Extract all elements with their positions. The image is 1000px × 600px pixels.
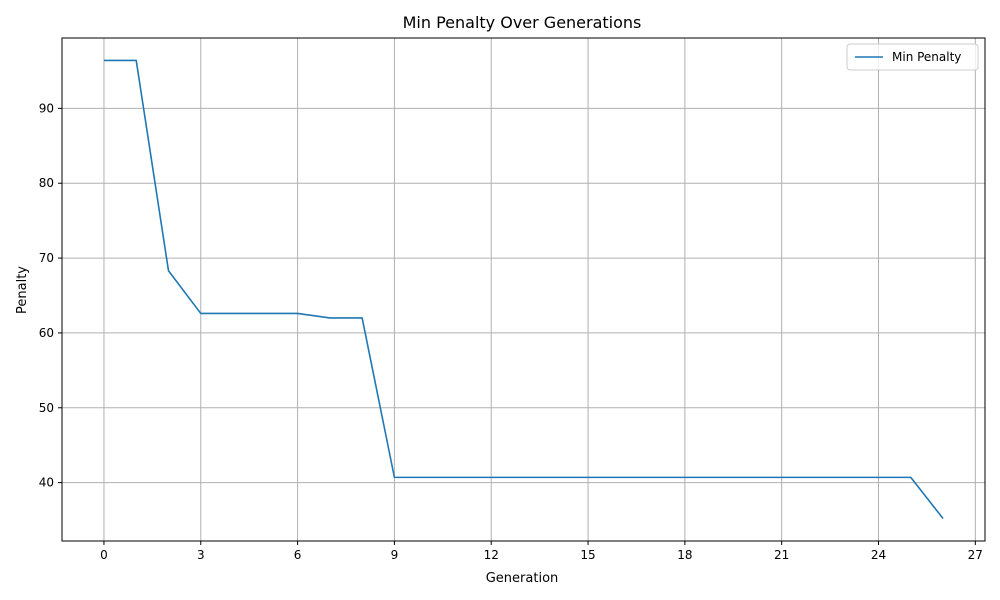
x-tick-label: 21 bbox=[774, 548, 789, 562]
y-tick-label: 40 bbox=[39, 476, 54, 490]
legend: Min Penalty bbox=[846, 43, 979, 71]
y-tick-label: 50 bbox=[39, 401, 54, 415]
series-line-min-penalty bbox=[103, 59, 944, 520]
x-tick-label: 3 bbox=[197, 548, 205, 562]
x-tick-label: 12 bbox=[484, 548, 499, 562]
x-axis-label: Generation bbox=[486, 571, 559, 586]
plot-frame bbox=[61, 37, 986, 542]
y-tick-label: 90 bbox=[39, 101, 54, 115]
y-tick-label: 80 bbox=[39, 176, 54, 190]
y-tick-label: 60 bbox=[39, 326, 54, 340]
y-tick-label: 70 bbox=[39, 251, 54, 265]
x-tick-label: 0 bbox=[100, 548, 108, 562]
x-tick-label: 24 bbox=[871, 548, 886, 562]
x-tick-label: 6 bbox=[294, 548, 302, 562]
x-tick-label: 9 bbox=[391, 548, 399, 562]
legend-box bbox=[846, 43, 979, 71]
grid-layer bbox=[62, 38, 985, 541]
chart-title: Min Penalty Over Generations bbox=[403, 13, 642, 32]
legend-label-min-penalty: Min Penalty bbox=[892, 50, 961, 64]
x-tick-label: 18 bbox=[677, 548, 692, 562]
x-tick-label: 15 bbox=[580, 548, 595, 562]
tick-layer: 0 3 6 9 12 15 18 21 24 27 40 50 60 70 80 90 bbox=[39, 101, 983, 562]
y-axis-label: Penalty bbox=[15, 266, 30, 314]
x-tick-label: 27 bbox=[968, 548, 983, 562]
series-layer bbox=[103, 59, 944, 520]
